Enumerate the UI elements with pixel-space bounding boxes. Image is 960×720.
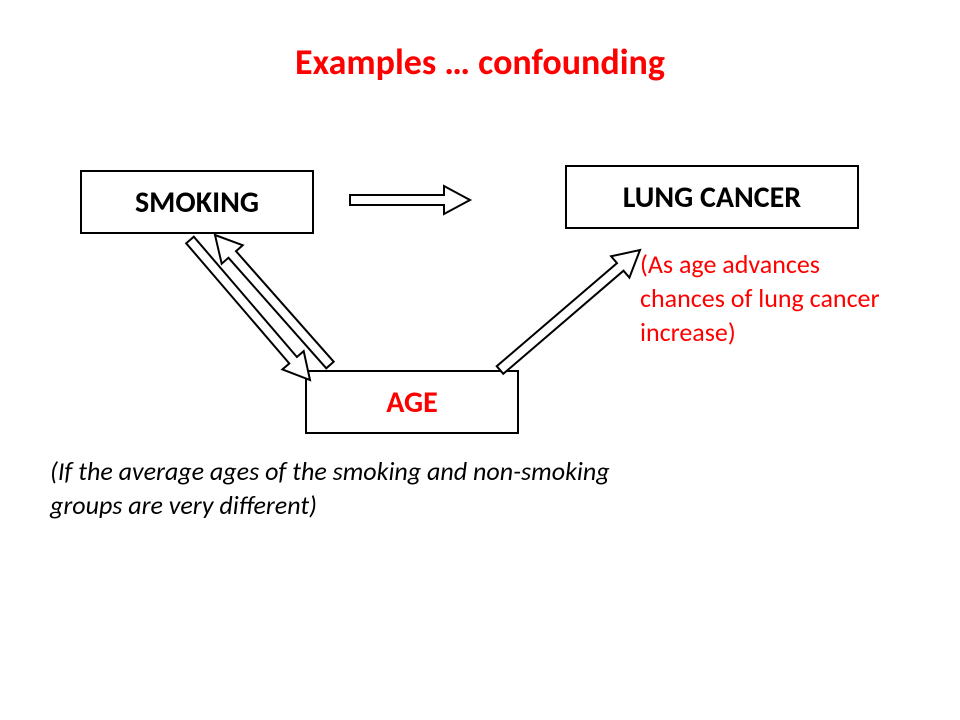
node-smoking: SMOKING [80, 170, 314, 234]
node-age: AGE [305, 370, 519, 434]
arrows-layer [0, 0, 960, 720]
diagram-title: Examples … confounding [0, 40, 960, 84]
node-lung-cancer: LUNG CANCER [565, 165, 859, 229]
node-lung-cancer-label: LUNG CANCER [623, 179, 801, 216]
annotation-age-smoking: (If the average ages of the smoking and … [50, 455, 610, 523]
arrow-age-to-lung [497, 250, 640, 374]
annotation-age-lung: (As age advances chances of lung cancer … [640, 248, 910, 349]
node-smoking-label: SMOKING [135, 184, 259, 221]
node-age-label: AGE [386, 384, 438, 421]
arrow-age-to-smoking [215, 235, 334, 368]
arrow-smoking-to-age [186, 237, 310, 380]
arrow-smoking-to-lung [350, 186, 470, 214]
